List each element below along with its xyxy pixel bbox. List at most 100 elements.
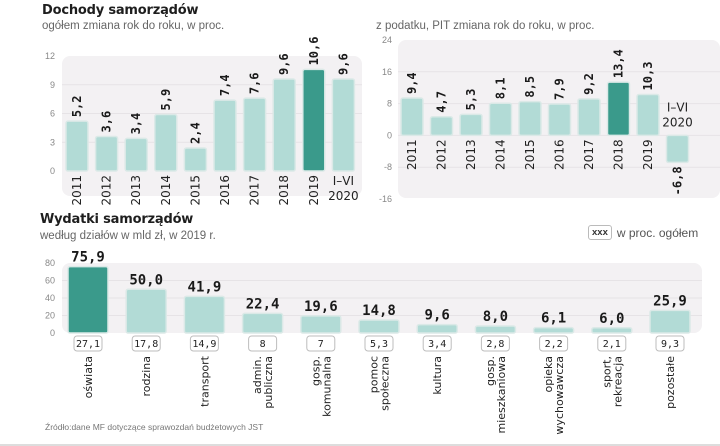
income-category-label: 2017 — [248, 175, 262, 206]
percent-of-total-box — [248, 335, 278, 352]
percent-of-total-label: 8 — [260, 339, 266, 350]
income-category-label: 2018 — [277, 175, 291, 206]
pit-bar — [429, 115, 454, 137]
expenses-value-label: 8,0 — [483, 309, 508, 325]
income-value-label: 7,6 — [248, 72, 262, 94]
expenses-y-tick-label: 40 — [45, 293, 55, 303]
pit-bar — [636, 93, 660, 137]
percent-of-total-box — [189, 335, 219, 352]
income-value-label: 3,6 — [100, 111, 114, 133]
percent-of-total-label: 17,8 — [134, 339, 158, 350]
percent-of-total-box — [306, 335, 336, 352]
expenses-bar — [591, 327, 633, 334]
expenses-bar — [532, 326, 575, 334]
percent-of-total-label: 2,8 — [486, 339, 504, 350]
percent-of-total-box — [655, 335, 685, 352]
income-chart-subtitle: ogółem zmiana rok do roku, w proc. — [42, 20, 225, 32]
expenses-bar — [183, 295, 226, 334]
percent-of-total-box — [539, 335, 569, 352]
expenses-value-label: 75,9 — [71, 250, 105, 266]
pit-category-label: I–VI — [667, 100, 688, 114]
income-category-label: 2015 — [188, 175, 202, 206]
pit-value-label: 8,1 — [494, 78, 508, 100]
expenses-category-label: pomoc — [368, 356, 381, 393]
expenses-legend: xxx w proc. ogółem — [588, 225, 698, 240]
expenses-bar — [416, 323, 458, 334]
expenses-bar — [300, 315, 342, 334]
expenses-category-label: sport, — [600, 356, 613, 388]
percent-of-total-label: 3,4 — [428, 339, 446, 350]
pit-category-label: 2017 — [582, 139, 596, 170]
expenses-category-label: pozostałe — [664, 356, 677, 409]
percent-of-total-label: 9,3 — [661, 339, 679, 350]
expenses-value-label: 6,0 — [599, 311, 624, 327]
expenses-category-label: admin. — [251, 356, 264, 394]
expenses-category-label: mieszkaniowa — [495, 356, 508, 433]
income-bar — [65, 120, 89, 172]
income-category-label: 2016 — [218, 175, 232, 206]
percent-of-total-box — [480, 335, 510, 352]
percent-of-total-label: 2,2 — [545, 339, 563, 350]
percent-of-total-box — [364, 335, 394, 352]
pit-y-tick-label: 0 — [387, 130, 392, 140]
expenses-category-label: rekreacja — [611, 356, 624, 407]
pit-value-label: 13,4 — [612, 49, 626, 78]
income-bar — [124, 137, 148, 172]
pit-bar — [665, 134, 690, 164]
income-bar — [302, 68, 326, 172]
expenses-bar — [358, 319, 400, 334]
pit-category-label: 2013 — [464, 139, 478, 170]
percent-of-total-box — [422, 335, 452, 352]
pit-bar — [606, 81, 631, 137]
expenses-value-label: 22,4 — [246, 296, 280, 312]
legend-text: w proc. ogółem — [616, 225, 699, 240]
income-category-label: 2013 — [129, 175, 143, 206]
income-category-label: 2020 — [328, 189, 359, 203]
percent-of-total-box — [597, 335, 627, 352]
income-value-label: 7,4 — [218, 74, 232, 96]
pit-category-label: 2018 — [612, 139, 626, 170]
income-value-label: 9,6 — [336, 53, 350, 75]
expenses-y-tick-label: 60 — [45, 276, 55, 286]
income-value-label: 5,9 — [159, 89, 173, 111]
income-y-tick-label: 12 — [45, 51, 55, 61]
expenses-category-label: gosp. — [309, 356, 322, 386]
expenses-value-label: 41,9 — [188, 279, 222, 295]
percent-of-total-label: 2,1 — [603, 339, 621, 350]
income-bar — [183, 147, 208, 172]
pit-y-tick-label: -16 — [379, 194, 392, 204]
pit-y-tick-label: 8 — [387, 99, 392, 109]
pit-value-label: 9,4 — [405, 72, 419, 94]
expenses-value-label: 6,1 — [541, 311, 566, 327]
expenses-category-label: oświata — [82, 356, 95, 398]
pit-y-tick-label: 16 — [382, 67, 392, 77]
pit-y-tick-label: 24 — [382, 35, 392, 45]
income-value-label: 5,2 — [70, 95, 84, 117]
percent-of-total-box — [73, 335, 103, 352]
pit-category-label: 2019 — [641, 139, 655, 170]
pit-bar — [488, 102, 513, 137]
expenses-category-label: wychowawcza — [553, 356, 566, 435]
pit-category-label: 2016 — [553, 139, 567, 170]
expenses-category-label: opieka — [542, 356, 555, 392]
income-value-label: 9,6 — [277, 53, 291, 75]
pit-category-label: 2020 — [662, 115, 693, 129]
expenses-y-tick-label: 0 — [50, 328, 55, 338]
income-chart-title: Dochody samorządów — [42, 3, 199, 18]
income-bar — [331, 78, 356, 172]
income-value-label: 10,6 — [307, 37, 321, 66]
pit-category-label: 2011 — [405, 139, 419, 170]
pit-value-label: 10,3 — [641, 62, 655, 91]
expenses-y-tick-label: 80 — [45, 258, 55, 268]
pit-chart-subtitle: z podatku, PIT zmiana rok do roku, w pro… — [376, 20, 595, 32]
expenses-bar — [241, 312, 284, 334]
expenses-bar — [67, 265, 109, 334]
expenses-category-label: transport — [198, 355, 211, 407]
income-value-label: 3,4 — [129, 113, 143, 135]
expenses-chart-subtitle: według działów w mld zł, w 2019 r. — [40, 230, 216, 242]
pit-value-label: 4,7 — [435, 91, 449, 113]
pit-value-label: 9,2 — [582, 73, 596, 95]
income-y-tick-label: 3 — [50, 137, 55, 147]
pit-value-label: 5,3 — [464, 89, 478, 111]
pit-bar — [400, 97, 424, 137]
